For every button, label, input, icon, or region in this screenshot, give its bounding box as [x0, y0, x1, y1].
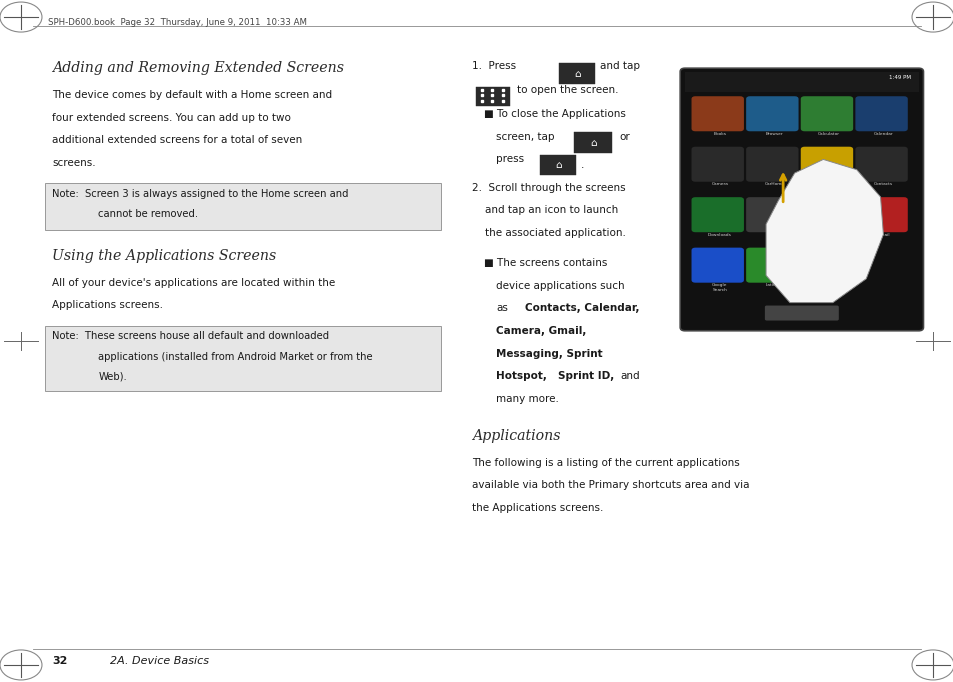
Text: applications (installed from Android Market or from the: applications (installed from Android Mar… — [98, 352, 373, 362]
FancyBboxPatch shape — [800, 147, 852, 182]
Text: The following is a listing of the current applications: The following is a listing of the curren… — [472, 458, 740, 468]
Text: and tap: and tap — [599, 61, 639, 72]
Text: ⌂: ⌂ — [574, 69, 579, 78]
FancyBboxPatch shape — [855, 96, 907, 131]
Text: Sprint ID,: Sprint ID, — [558, 371, 614, 381]
Text: 2.  Scroll through the screens: 2. Scroll through the screens — [472, 183, 625, 193]
FancyBboxPatch shape — [684, 72, 918, 92]
FancyBboxPatch shape — [679, 68, 923, 331]
Text: Google
Search: Google Search — [712, 283, 727, 292]
Text: 2A. Device Basics: 2A. Device Basics — [110, 656, 209, 666]
Text: CarHome: CarHome — [763, 182, 783, 186]
Text: and: and — [619, 371, 639, 381]
Text: Email: Email — [768, 233, 780, 237]
Text: to open the screen.: to open the screen. — [517, 85, 618, 95]
FancyBboxPatch shape — [800, 197, 852, 232]
Text: The device comes by default with a Home screen and: The device comes by default with a Home … — [52, 90, 333, 100]
Text: ■ To close the Applications: ■ To close the Applications — [483, 109, 625, 119]
FancyBboxPatch shape — [691, 147, 743, 182]
Text: Messaging, Sprint: Messaging, Sprint — [496, 349, 602, 359]
Text: available via both the Primary shortcuts area and via: available via both the Primary shortcuts… — [472, 480, 749, 490]
Text: cannot be removed.: cannot be removed. — [98, 209, 198, 220]
Text: Gallery: Gallery — [821, 233, 836, 237]
Text: Camera, Gmail,: Camera, Gmail, — [496, 326, 586, 336]
FancyBboxPatch shape — [45, 326, 440, 391]
FancyBboxPatch shape — [745, 147, 798, 182]
Text: Calendar: Calendar — [873, 132, 893, 136]
Text: Hotspot,: Hotspot, — [496, 371, 546, 381]
Text: ⌂: ⌂ — [590, 138, 596, 147]
Text: ⌂: ⌂ — [555, 160, 560, 170]
Text: Contacts, Calendar,: Contacts, Calendar, — [524, 303, 639, 314]
Text: and tap an icon to launch: and tap an icon to launch — [472, 205, 618, 216]
Text: screens.: screens. — [52, 158, 96, 168]
Text: Note:  These screens house all default and downloaded: Note: These screens house all default an… — [52, 331, 329, 342]
Text: 32: 32 — [52, 656, 68, 666]
Text: All of your device's applications are located within the: All of your device's applications are lo… — [52, 278, 335, 288]
FancyBboxPatch shape — [764, 306, 838, 321]
Text: the associated application.: the associated application. — [472, 228, 625, 238]
Text: Applications: Applications — [472, 429, 560, 443]
FancyBboxPatch shape — [745, 197, 798, 232]
FancyBboxPatch shape — [855, 197, 907, 232]
Text: Contacts: Contacts — [873, 182, 892, 186]
Text: press: press — [496, 154, 523, 164]
FancyBboxPatch shape — [800, 96, 852, 131]
Text: .: . — [580, 160, 584, 170]
Text: Calculator: Calculator — [818, 132, 840, 136]
Polygon shape — [765, 160, 882, 303]
Text: Browser: Browser — [765, 132, 782, 136]
Text: many more.: many more. — [496, 394, 558, 404]
FancyBboxPatch shape — [558, 63, 595, 84]
Text: or: or — [618, 132, 629, 142]
Text: Camera: Camera — [711, 182, 727, 186]
Text: Using the Applications Screens: Using the Applications Screens — [52, 249, 276, 263]
FancyBboxPatch shape — [476, 87, 510, 106]
Text: Applications screens.: Applications screens. — [52, 300, 163, 310]
Text: 1.  Press: 1. Press — [472, 61, 516, 72]
Text: SPH-D600.book  Page 32  Thursday, June 9, 2011  10:33 AM: SPH-D600.book Page 32 Thursday, June 9, … — [48, 18, 306, 27]
FancyBboxPatch shape — [691, 96, 743, 131]
Text: Gmail: Gmail — [877, 233, 889, 237]
Text: Web).: Web). — [98, 371, 127, 381]
Text: 1:49 PM: 1:49 PM — [888, 74, 910, 80]
Text: Latitude: Latitude — [764, 283, 782, 287]
FancyBboxPatch shape — [745, 96, 798, 131]
Text: Books: Books — [713, 132, 725, 136]
Text: additional extended screens for a total of seven: additional extended screens for a total … — [52, 135, 302, 145]
Text: Note:  Screen 3 is always assigned to the Home screen and: Note: Screen 3 is always assigned to the… — [52, 189, 349, 199]
FancyBboxPatch shape — [45, 183, 440, 230]
FancyBboxPatch shape — [745, 248, 798, 282]
Text: Clock: Clock — [822, 182, 834, 186]
Text: Adding and Removing Extended Screens: Adding and Removing Extended Screens — [52, 61, 344, 76]
Text: Downloads: Downloads — [707, 233, 731, 237]
Text: device applications such: device applications such — [496, 281, 624, 291]
Text: the Applications screens.: the Applications screens. — [472, 503, 603, 513]
FancyBboxPatch shape — [855, 147, 907, 182]
FancyBboxPatch shape — [691, 197, 743, 232]
Text: as: as — [496, 303, 507, 314]
FancyBboxPatch shape — [574, 132, 612, 153]
FancyBboxPatch shape — [691, 248, 743, 282]
Text: four extended screens. You can add up to two: four extended screens. You can add up to… — [52, 113, 291, 123]
Text: screen, tap: screen, tap — [496, 132, 554, 142]
FancyBboxPatch shape — [539, 155, 576, 175]
Text: ■ The screens contains: ■ The screens contains — [483, 258, 606, 269]
